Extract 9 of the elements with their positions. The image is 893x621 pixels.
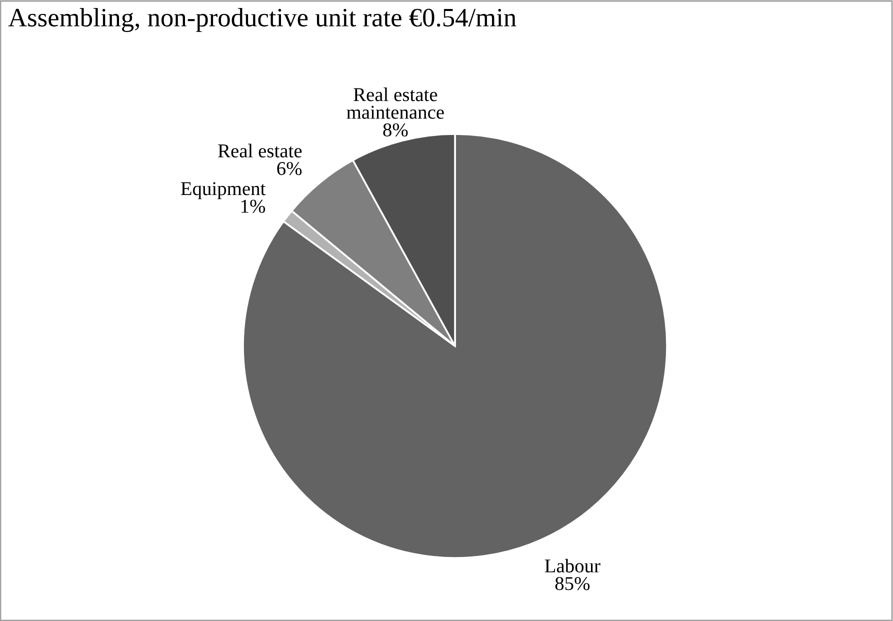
data-label: 85%	[555, 577, 590, 590]
slice-label: Labour	[544, 558, 600, 572]
data-label: 8%	[383, 123, 408, 137]
chart-title: Assembling, non-productive unit rate €0.54/min	[8, 8, 516, 32]
data-label: 6%	[277, 162, 302, 176]
data-label: 1%	[242, 200, 266, 213]
slice-label: Real estate	[218, 144, 302, 158]
slice-label: Equipment	[180, 182, 266, 200]
slice-label: Real estate maintenance	[346, 88, 444, 119]
